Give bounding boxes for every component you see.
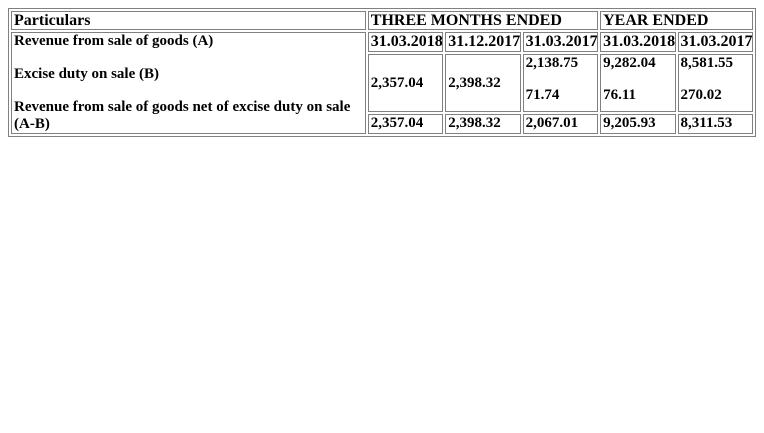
net-label: Revenue from sale of goods net of excise… bbox=[14, 99, 351, 132]
date-header-3: 31.03.2017 bbox=[522, 32, 599, 52]
net-value-col5: 8,311.53 bbox=[677, 114, 753, 134]
revenue-value-col5: 8,581.55 bbox=[680, 55, 734, 71]
rev-excise-cell-col4: 9,282.04 76.11 bbox=[600, 54, 676, 112]
values-row-revenue-excise: 2,357.04 2,398.32 2,138.75 71.74 9,282.0… bbox=[11, 54, 753, 112]
row-labels-cell: Revenue from sale of goods (A) Excise du… bbox=[11, 32, 366, 134]
date-header-4: 31.03.2018 bbox=[600, 32, 676, 52]
net-value-col2: 2,398.32 bbox=[445, 114, 521, 134]
date-header-2: 31.12.2017 bbox=[445, 32, 521, 52]
excise-value-col4: 76.11 bbox=[603, 87, 637, 103]
revenue-value-col4: 9,282.04 bbox=[603, 55, 656, 71]
particulars-header: Particulars bbox=[11, 11, 366, 30]
net-value-col3: 2,067.01 bbox=[522, 114, 599, 134]
year-ended-header: YEAR ENDED bbox=[600, 11, 753, 30]
rev-excise-cell-col3: 2,138.75 71.74 bbox=[522, 54, 599, 112]
excise-label: Excise duty on sale (B) bbox=[14, 66, 160, 82]
net-value-col1: 2,357.04 bbox=[367, 114, 444, 134]
excise-value-col3: 71.74 bbox=[525, 87, 560, 103]
date-header-1: 31.03.2018 bbox=[367, 32, 444, 52]
header-row-groups: Particulars THREE MONTHS ENDED YEAR ENDE… bbox=[11, 11, 753, 30]
values-row-net: 2,357.04 2,398.32 2,067.01 9,205.93 8,31… bbox=[11, 114, 753, 134]
rev-excise-cell-col5: 8,581.55 270.02 bbox=[677, 54, 753, 112]
net-value-col4: 9,205.93 bbox=[600, 114, 676, 134]
revenue-value-col3: 2,138.75 bbox=[525, 55, 579, 71]
header-row-dates: Revenue from sale of goods (A) Excise du… bbox=[11, 32, 753, 134]
merged-value-col1: 2,357.04 bbox=[367, 54, 444, 112]
financial-table: Particulars THREE MONTHS ENDED YEAR ENDE… bbox=[8, 8, 756, 137]
excise-value-col5: 270.02 bbox=[680, 87, 722, 103]
date-header-5: 31.03.2017 bbox=[677, 32, 753, 52]
revenue-label: Revenue from sale of goods (A) bbox=[14, 33, 214, 49]
three-months-header: THREE MONTHS ENDED bbox=[367, 11, 599, 30]
merged-value-col2: 2,398.32 bbox=[445, 54, 521, 112]
